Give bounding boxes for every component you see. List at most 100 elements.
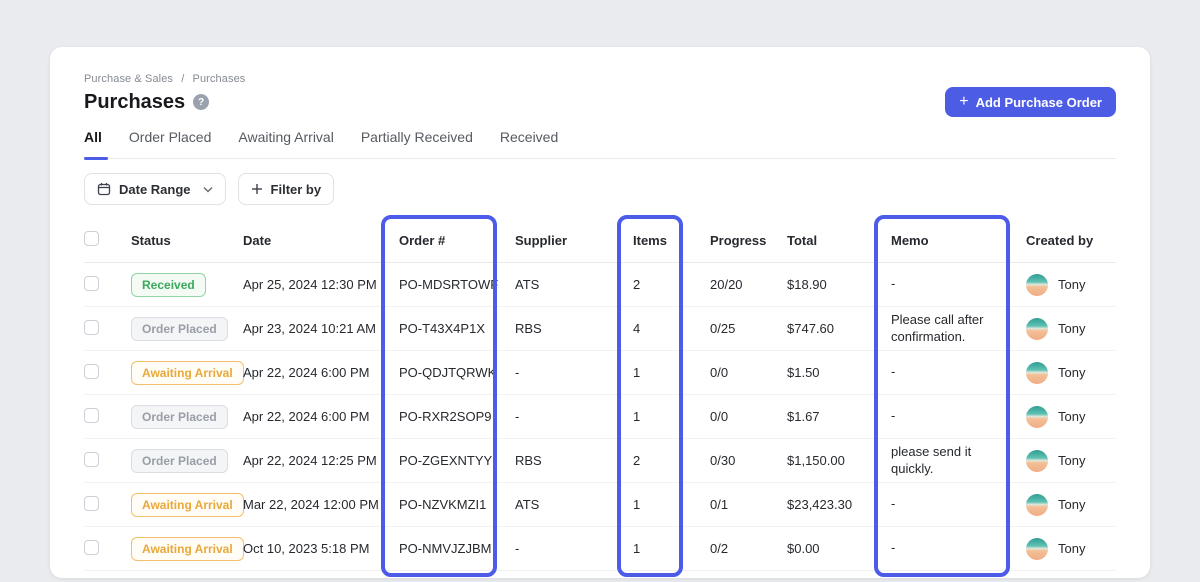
filter-by-button[interactable]: Filter by — [237, 173, 335, 205]
created-by-name: Tony — [1058, 541, 1086, 556]
order-number-cell: PO-QDJTQRWK — [399, 365, 497, 380]
breadcrumb: Purchase & Sales / Purchases — [84, 73, 245, 85]
table-row[interactable]: Awaiting Arrival Apr 22, 2024 6:00 PM PO… — [84, 351, 1116, 395]
table-row[interactable]: Awaiting Arrival Mar 22, 2024 12:00 PM P… — [84, 483, 1116, 527]
table-row[interactable]: Received Apr 25, 2024 12:30 PM PO-MDSRTO… — [84, 263, 1116, 307]
created-by-name: Tony — [1058, 365, 1086, 380]
tab-order-placed[interactable]: Order Placed — [128, 129, 212, 145]
filter-by-label: Filter by — [270, 181, 322, 197]
breadcrumb-current[interactable]: Purchases — [192, 73, 246, 85]
calendar-icon — [97, 183, 111, 196]
progress-cell: 0/0 — [710, 365, 729, 380]
row-checkbox[interactable] — [84, 319, 99, 335]
row-checkbox[interactable] — [84, 407, 99, 423]
order-number-cell: PO-NMVJZJBM — [399, 541, 492, 556]
add-purchase-order-label: Add Purchase Order — [975, 94, 1102, 110]
created-by-name: Tony — [1058, 321, 1086, 336]
status-badge: Awaiting Arrival — [131, 360, 244, 385]
plus-icon — [251, 184, 262, 194]
tab-partially-received[interactable]: Partially Received — [360, 129, 473, 145]
row-checkbox[interactable] — [84, 495, 99, 511]
supplier-cell: - — [515, 409, 520, 424]
row-checkbox[interactable] — [84, 451, 99, 467]
created-by-cell: Tony — [1026, 273, 1116, 296]
created-by-name: Tony — [1058, 277, 1086, 292]
row-checkbox[interactable] — [84, 539, 99, 555]
total-cell: $1,150.00 — [787, 453, 845, 468]
created-by-name: Tony — [1058, 497, 1086, 512]
memo-cell: - — [891, 540, 896, 556]
order-number-cell: PO-MDSRTOWF — [399, 277, 499, 292]
table-body: Received Apr 25, 2024 12:30 PM PO-MDSRTO… — [84, 263, 1116, 571]
column-header-progress[interactable]: Progress — [710, 232, 767, 248]
help-icon[interactable]: ? — [193, 94, 210, 110]
tab-received[interactable]: Received — [499, 129, 559, 145]
column-header-memo[interactable]: Memo — [891, 232, 929, 248]
column-header-order-number[interactable]: Order # — [399, 232, 446, 248]
supplier-cell: ATS — [515, 277, 540, 292]
memo-cell: - — [891, 408, 896, 424]
page-title: Purchases — [84, 90, 186, 113]
date-range-label: Date Range — [119, 181, 191, 197]
order-number-cell: PO-ZGEXNTYY — [399, 453, 493, 468]
status-badge: Awaiting Arrival — [131, 536, 244, 561]
title-row: Purchases ? + Add Purchase Order — [84, 87, 1116, 117]
progress-cell: 0/1 — [710, 497, 729, 512]
total-cell: $0.00 — [787, 541, 820, 556]
total-cell: $747.60 — [787, 321, 834, 336]
status-badge: Order Placed — [131, 448, 228, 473]
row-checkbox[interactable] — [84, 363, 99, 379]
date-range-button[interactable]: Date Range — [84, 173, 226, 205]
total-cell: $1.50 — [787, 365, 820, 380]
select-all-checkbox[interactable] — [84, 231, 99, 246]
table-row[interactable]: Order Placed Apr 23, 2024 10:21 AM PO-T4… — [84, 307, 1116, 351]
breadcrumb-parent[interactable]: Purchase & Sales — [84, 73, 174, 85]
tab-awaiting-arrival[interactable]: Awaiting Arrival — [238, 129, 334, 145]
items-cell: 4 — [633, 321, 641, 336]
row-checkbox[interactable] — [84, 275, 99, 291]
column-header-total[interactable]: Total — [787, 232, 818, 248]
avatar — [1026, 537, 1048, 560]
date-cell: Apr 23, 2024 10:21 AM — [243, 321, 376, 336]
table-row[interactable]: Awaiting Arrival Oct 10, 2023 5:18 PM PO… — [84, 527, 1116, 571]
purchases-card: Purchase & Sales / Purchases Purchases ?… — [50, 47, 1150, 578]
add-purchase-order-button[interactable]: + Add Purchase Order — [945, 87, 1116, 117]
items-cell: 1 — [633, 365, 641, 380]
total-cell: $23,423.30 — [787, 497, 853, 512]
column-header-created-by[interactable]: Created by — [1026, 232, 1094, 248]
date-cell: Oct 10, 2023 5:18 PM — [243, 541, 370, 556]
column-header-supplier[interactable]: Supplier — [515, 232, 568, 248]
supplier-cell: RBS — [515, 321, 542, 336]
memo-cell: please send it quickly. — [891, 443, 972, 476]
date-cell: Apr 22, 2024 12:25 PM — [243, 453, 377, 468]
avatar — [1026, 493, 1048, 516]
order-number-cell: PO-T43X4P1X — [399, 321, 485, 336]
table-row[interactable]: Order Placed Apr 22, 2024 12:25 PM PO-ZG… — [84, 439, 1116, 483]
total-cell: $18.90 — [787, 277, 827, 292]
avatar — [1026, 317, 1048, 340]
total-cell: $1.67 — [787, 409, 820, 424]
avatar — [1026, 361, 1048, 384]
column-header-status[interactable]: Status — [131, 232, 171, 248]
items-cell: 2 — [633, 453, 641, 468]
purchases-table: Status Date Order # Supplier Items Progr… — [84, 218, 1116, 571]
table-row[interactable]: Order Placed Apr 22, 2024 6:00 PM PO-RXR… — [84, 395, 1116, 439]
table-header-row: Status Date Order # Supplier Items Progr… — [84, 218, 1116, 263]
date-cell: Apr 25, 2024 12:30 PM — [243, 277, 377, 292]
progress-cell: 0/30 — [710, 453, 736, 468]
status-badge: Awaiting Arrival — [131, 492, 244, 517]
memo-cell: Please call after confirmation. — [891, 311, 984, 344]
status-badge: Order Placed — [131, 404, 228, 429]
memo-cell: - — [891, 276, 896, 292]
progress-cell: 0/0 — [710, 409, 729, 424]
avatar — [1026, 273, 1048, 296]
column-header-items[interactable]: Items — [633, 232, 667, 248]
supplier-cell: RBS — [515, 453, 542, 468]
items-cell: 1 — [633, 409, 641, 424]
tab-all[interactable]: All — [84, 125, 108, 160]
column-header-date[interactable]: Date — [243, 232, 272, 248]
breadcrumb-separator: / — [181, 73, 185, 85]
date-cell: Mar 22, 2024 12:00 PM — [243, 497, 379, 512]
created-by-cell: Tony — [1026, 449, 1116, 472]
created-by-cell: Tony — [1026, 493, 1116, 516]
